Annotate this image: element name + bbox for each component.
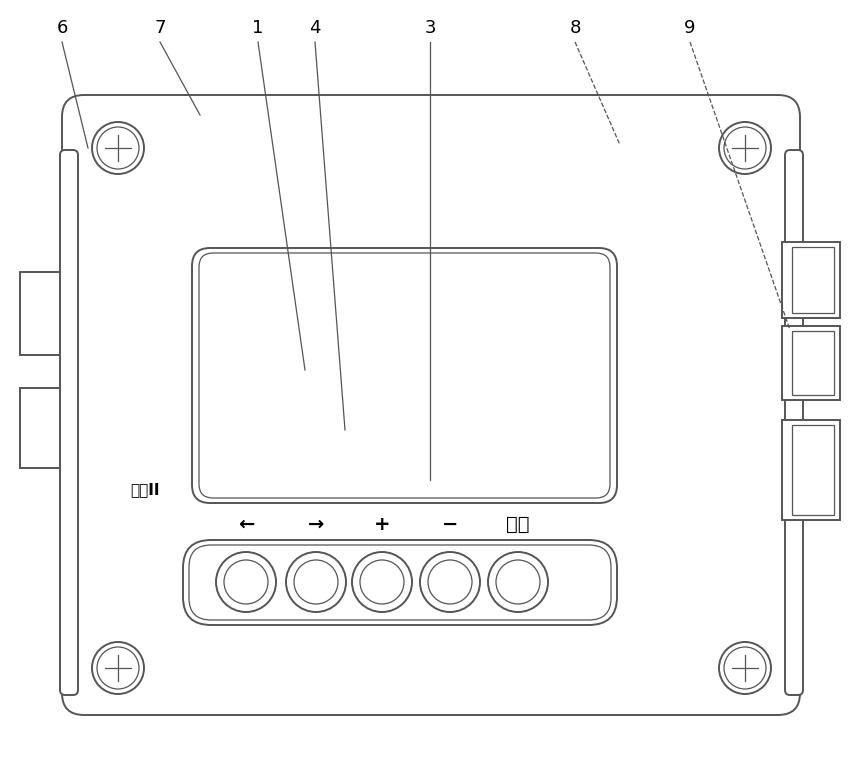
Circle shape — [496, 560, 540, 604]
Text: 4: 4 — [309, 19, 321, 37]
Circle shape — [224, 560, 268, 604]
FancyBboxPatch shape — [183, 540, 617, 625]
Bar — [782, 420, 840, 520]
Bar — [20, 388, 68, 468]
Text: −: − — [442, 514, 458, 533]
Text: 1: 1 — [252, 19, 264, 37]
Text: ←: ← — [238, 514, 255, 533]
Bar — [792, 331, 834, 395]
Text: 9: 9 — [684, 19, 696, 37]
FancyBboxPatch shape — [192, 248, 617, 503]
Circle shape — [420, 552, 480, 612]
Circle shape — [216, 552, 276, 612]
FancyBboxPatch shape — [62, 95, 800, 715]
FancyBboxPatch shape — [199, 253, 610, 498]
Circle shape — [352, 552, 412, 612]
Text: +: + — [374, 514, 390, 533]
Text: 8: 8 — [570, 19, 581, 37]
Circle shape — [428, 560, 472, 604]
Bar — [792, 247, 834, 313]
Circle shape — [92, 122, 144, 174]
Text: →: → — [308, 514, 324, 533]
Bar — [792, 425, 834, 515]
Circle shape — [719, 122, 771, 174]
Circle shape — [286, 552, 346, 612]
Circle shape — [92, 642, 144, 694]
Bar — [782, 242, 840, 318]
FancyBboxPatch shape — [189, 545, 611, 620]
FancyBboxPatch shape — [60, 150, 78, 695]
FancyBboxPatch shape — [785, 150, 803, 695]
Text: 7: 7 — [154, 19, 166, 37]
Circle shape — [719, 642, 771, 694]
Text: 3: 3 — [425, 19, 436, 37]
Circle shape — [488, 552, 548, 612]
Text: 输入II: 输入II — [130, 482, 160, 497]
Bar — [20, 272, 68, 355]
Circle shape — [360, 560, 404, 604]
Bar — [782, 326, 840, 400]
Text: 6: 6 — [56, 19, 67, 37]
Text: 确定: 确定 — [507, 514, 530, 533]
Circle shape — [294, 560, 338, 604]
